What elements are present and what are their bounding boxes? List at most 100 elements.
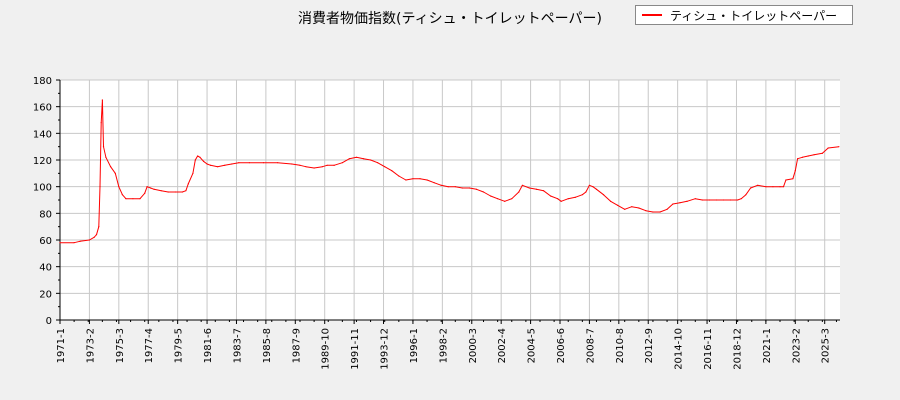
data-point	[99, 186, 101, 188]
data-point	[398, 175, 400, 177]
x-tick-label: 2023-2	[791, 328, 802, 363]
data-point	[121, 194, 123, 196]
x-tick-label: 2010-8	[615, 328, 626, 363]
y-tick-label: 140	[33, 129, 52, 140]
x-tick-label: 2018-12	[732, 328, 743, 370]
x-tick-label: 1971-1	[56, 328, 67, 363]
data-point	[348, 158, 351, 160]
data-point	[792, 178, 794, 180]
data-point	[468, 187, 471, 189]
data-point	[355, 156, 358, 158]
data-point	[461, 187, 463, 189]
data-point	[838, 146, 840, 148]
data-point	[694, 198, 696, 200]
data-point	[197, 155, 199, 157]
y-tick-label: 100	[33, 183, 52, 194]
y-tick-label: 120	[33, 156, 52, 167]
x-tick-label: 1983-7	[232, 328, 243, 363]
data-point	[797, 158, 799, 160]
data-point	[206, 163, 208, 165]
data-point	[153, 188, 155, 190]
data-point	[79, 240, 81, 242]
x-tick-label: 2002-4	[497, 328, 508, 363]
data-point	[433, 182, 435, 184]
data-point	[192, 172, 194, 174]
data-point	[794, 170, 796, 172]
data-point	[827, 147, 829, 149]
data-point	[105, 156, 107, 158]
data-point	[602, 194, 605, 196]
data-point	[737, 199, 739, 201]
data-point	[93, 236, 95, 238]
data-point	[391, 170, 393, 172]
data-point	[160, 190, 162, 192]
data-point	[617, 204, 619, 206]
legend-label: ティシュ・トイレットペーパー	[670, 8, 838, 23]
data-point	[782, 186, 785, 188]
x-tick-label: 2006-6	[556, 328, 567, 363]
data-point	[109, 166, 112, 168]
data-point	[686, 200, 688, 202]
data-point	[672, 203, 674, 205]
data-point	[73, 242, 75, 244]
data-point	[125, 198, 127, 200]
data-point	[341, 162, 343, 164]
y-tick-label: 180	[33, 76, 52, 87]
x-tick-label: 1985-8	[262, 328, 273, 363]
data-point	[557, 198, 559, 200]
data-point	[701, 199, 703, 201]
data-point	[167, 191, 169, 193]
data-point	[114, 172, 116, 174]
data-point	[174, 191, 176, 193]
data-point	[489, 195, 492, 197]
data-point	[305, 166, 307, 168]
data-point	[447, 186, 449, 188]
data-point	[199, 156, 201, 158]
y-tick-label: 60	[39, 236, 52, 247]
data-point	[645, 210, 647, 212]
data-point	[333, 164, 335, 166]
data-point	[98, 226, 100, 228]
y-tick-label: 80	[39, 209, 52, 220]
data-point	[749, 187, 752, 189]
data-point	[497, 198, 499, 200]
data-point	[609, 200, 612, 202]
data-point	[369, 159, 372, 161]
data-point	[475, 188, 478, 190]
x-tick-label: 2021-1	[762, 328, 773, 363]
data-point	[419, 178, 421, 180]
data-point	[511, 198, 513, 200]
data-point	[549, 195, 552, 197]
data-point	[59, 242, 61, 244]
data-point	[377, 162, 379, 164]
data-point	[585, 191, 587, 193]
x-tick-label: 2012-9	[644, 328, 655, 363]
data-point	[231, 163, 233, 165]
data-point	[202, 160, 205, 162]
data-point	[708, 199, 711, 201]
data-point	[482, 191, 485, 193]
data-point	[542, 190, 545, 192]
data-point	[209, 164, 212, 166]
data-point	[185, 190, 187, 192]
data-point	[426, 179, 428, 181]
data-point	[440, 184, 442, 186]
data-point	[813, 154, 815, 156]
data-point	[679, 202, 681, 204]
data-point	[277, 162, 279, 164]
data-point	[139, 198, 141, 200]
data-point	[659, 211, 661, 213]
y-tick-label: 20	[39, 289, 52, 300]
y-tick-label: 0	[46, 316, 52, 327]
y-tick-label: 160	[33, 103, 52, 114]
data-point	[95, 234, 98, 236]
data-point	[454, 186, 456, 188]
data-point	[595, 188, 598, 190]
data-point	[224, 164, 226, 166]
data-point	[362, 158, 365, 160]
x-tick-label: 2016-11	[703, 328, 714, 370]
x-tick-label: 1979-5	[174, 328, 185, 363]
data-point	[729, 199, 732, 201]
data-point	[504, 200, 506, 202]
